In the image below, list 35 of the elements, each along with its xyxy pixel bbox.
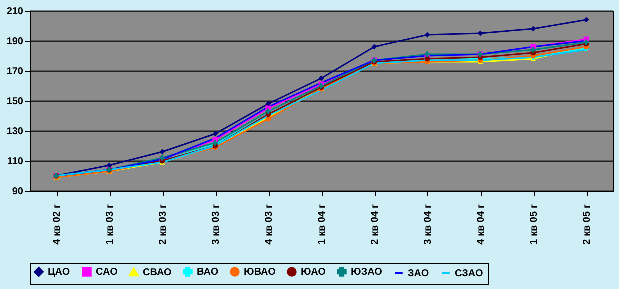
legend-label: ЮАО bbox=[301, 267, 326, 278]
legend-label: ВАО bbox=[197, 267, 219, 278]
y-tick-label: 90 bbox=[12, 186, 24, 198]
y-tick-label: 170 bbox=[6, 66, 24, 78]
y-tick-label: 190 bbox=[6, 36, 24, 48]
y-tick-label: 130 bbox=[6, 126, 24, 138]
legend-label: САО bbox=[96, 267, 118, 278]
legend-label: СЗАО bbox=[455, 268, 484, 280]
x-tick-label: 2 кв 04 г bbox=[370, 204, 381, 245]
point bbox=[318, 76, 324, 82]
x-tick-label: 4 кв 04 г bbox=[476, 204, 487, 245]
point bbox=[478, 30, 484, 36]
y-tick-label: 150 bbox=[6, 96, 24, 108]
x-tick-label: 4 кв 03 г bbox=[264, 204, 275, 245]
point bbox=[372, 44, 378, 50]
x-tick-label: 1 кв 04 г bbox=[317, 204, 328, 245]
point bbox=[160, 149, 166, 155]
legend-label: ЮЗАО bbox=[351, 267, 383, 278]
legend-label: ЗАО bbox=[408, 268, 430, 280]
point bbox=[584, 17, 590, 23]
x-tick-label: 3 кв 03 г bbox=[211, 204, 222, 245]
point bbox=[212, 131, 218, 137]
point bbox=[530, 26, 536, 32]
y-tick-label: 210 bbox=[6, 6, 24, 18]
legend-label: СВАО bbox=[143, 267, 172, 278]
y-tick-label: 110 bbox=[7, 156, 24, 168]
x-tick-label: 3 кв 04 г bbox=[423, 204, 434, 245]
x-tick-label: 2 кв 05 г bbox=[582, 204, 593, 245]
x-tick-label: 1 кв 05 г bbox=[529, 204, 540, 245]
x-tick-label: 2 кв 03 г bbox=[158, 204, 169, 245]
x-tick-label: 1 кв 03 г bbox=[105, 204, 116, 245]
legend-label: ЮВАО bbox=[244, 267, 276, 278]
point bbox=[424, 32, 430, 38]
x-tick-label: 4 кв 02 г bbox=[52, 204, 63, 245]
legend-label: ЦАО bbox=[48, 267, 70, 278]
